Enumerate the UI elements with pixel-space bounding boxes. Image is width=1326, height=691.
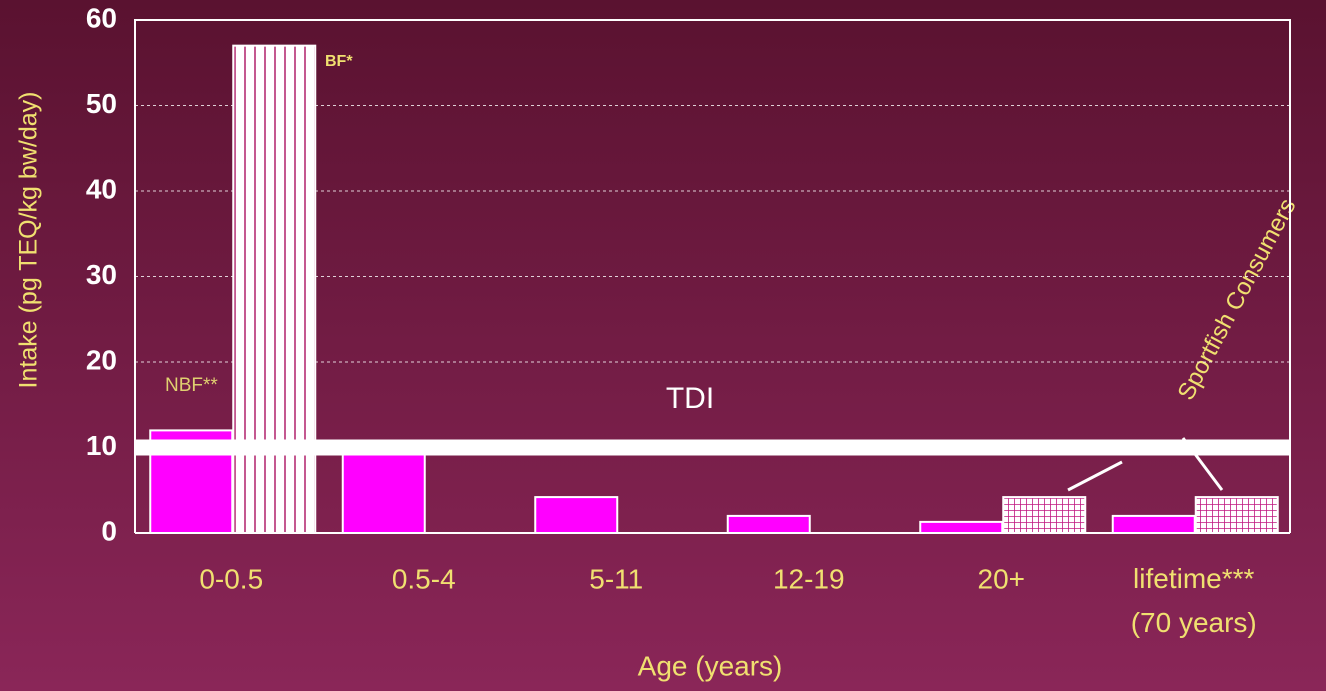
bar — [534, 496, 619, 534]
bar — [1194, 496, 1279, 534]
series-annotation: BF* — [325, 53, 353, 70]
bar — [341, 446, 426, 534]
annotation-pointer — [1067, 460, 1123, 492]
x-axis-label: Age (years) — [638, 650, 783, 681]
x-tick-label: 0-0.5 — [199, 563, 263, 594]
x-tick-label: 0.5-4 — [392, 563, 456, 594]
bar — [726, 514, 811, 535]
reference-label: TDI — [666, 382, 714, 415]
bar — [232, 44, 317, 535]
y-tick-label: 40 — [86, 173, 117, 204]
x-tick-label: 20+ — [978, 563, 1026, 594]
bar — [1002, 496, 1087, 534]
x-tick-label: lifetime*** (70 years) — [1131, 563, 1257, 638]
y-axis-label: Intake (pg TEQ/kg bw/day) — [15, 92, 43, 389]
y-tick-label: 30 — [86, 259, 117, 290]
y-tick-label: 0 — [101, 515, 117, 546]
y-tick-label: 20 — [86, 344, 117, 375]
series-annotation: NBF** — [165, 375, 218, 396]
x-tick-label: 12-19 — [773, 563, 845, 594]
bar — [919, 520, 1004, 535]
y-tick-label: 60 — [86, 2, 117, 33]
y-tick-label: 50 — [86, 88, 117, 119]
y-tick-label: 10 — [86, 430, 117, 461]
bar — [1111, 514, 1196, 535]
plot-frame — [134, 19, 1291, 533]
x-tick-label: 5-11 — [589, 563, 643, 594]
